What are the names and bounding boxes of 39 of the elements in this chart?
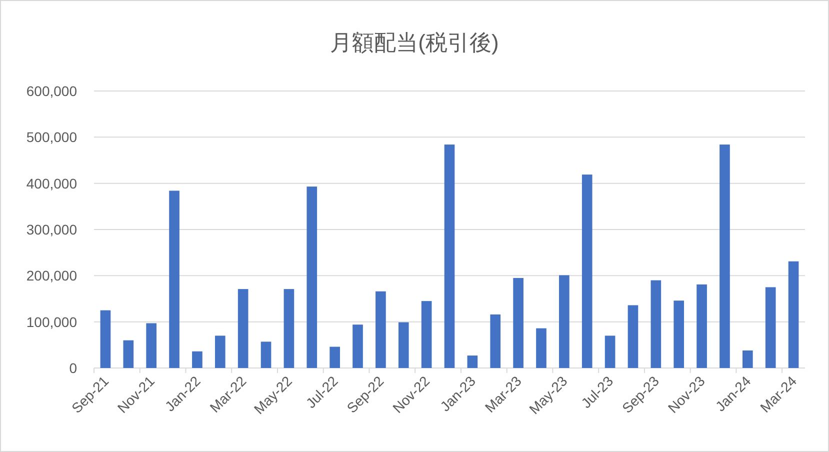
bar xyxy=(260,342,272,368)
bar xyxy=(330,346,340,368)
y-tick-label: 300,000 xyxy=(26,222,78,238)
bar xyxy=(169,190,180,368)
bar xyxy=(650,280,662,368)
bar xyxy=(444,144,455,368)
bar xyxy=(123,340,134,368)
bar xyxy=(238,289,248,368)
y-tick-label: 500,000 xyxy=(26,129,78,146)
y-tick-label: 100,000 xyxy=(26,314,78,330)
y-tick-label: 400,000 xyxy=(26,175,78,192)
bar xyxy=(720,144,730,368)
bar xyxy=(398,322,409,368)
chart-title: 月額配当(税引後) xyxy=(330,30,499,55)
bar xyxy=(742,350,753,368)
bar xyxy=(696,284,707,368)
bar xyxy=(214,336,226,368)
y-tick-label: 600,000 xyxy=(26,83,78,99)
bar xyxy=(628,305,638,368)
bar xyxy=(421,301,432,368)
bar xyxy=(513,278,524,368)
bar xyxy=(788,261,799,368)
bar xyxy=(536,328,546,368)
bar xyxy=(490,314,501,368)
bar xyxy=(306,186,318,368)
bar xyxy=(674,300,684,368)
bar xyxy=(559,275,570,368)
bar xyxy=(467,356,478,368)
bar xyxy=(765,287,776,368)
bar xyxy=(100,310,111,368)
bar xyxy=(284,289,294,368)
bar xyxy=(376,291,386,368)
y-tick-label: 200,000 xyxy=(26,268,78,284)
bar xyxy=(146,323,156,368)
bar xyxy=(582,174,592,368)
bar xyxy=(192,351,202,368)
bar xyxy=(604,336,616,368)
y-tick-label: 0 xyxy=(69,360,78,376)
bar xyxy=(352,324,363,368)
